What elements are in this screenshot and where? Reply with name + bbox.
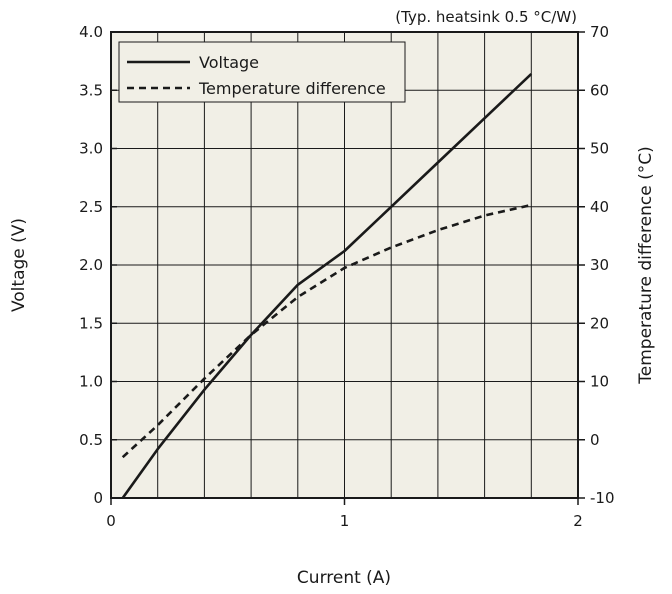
series-temperature-difference-line [121, 203, 532, 459]
x-tick-label: 2 [573, 512, 583, 530]
series-voltage-line [121, 72, 533, 499]
y-tick-label: 0.5 [79, 431, 103, 449]
y-tick-label: 4.0 [79, 23, 103, 41]
y-tick-label: 2.5 [79, 198, 103, 216]
y2-tick-label: 70 [590, 23, 609, 41]
y-tick-label: 3.5 [79, 81, 103, 99]
y-tick-label: 1.0 [79, 373, 103, 391]
y-tick-label: 2.0 [79, 256, 103, 274]
plot-frame [110, 31, 579, 499]
y-tick-label: 3.0 [79, 140, 103, 158]
y2-tick-label: 30 [590, 256, 609, 274]
y2-tick-label: 10 [590, 373, 609, 391]
y2-tick-label: 40 [590, 198, 609, 216]
y2-tick-label: 60 [590, 81, 609, 99]
y2-tick-label: 50 [590, 140, 609, 158]
grid [111, 32, 578, 498]
legend-temp-label: Temperature difference [198, 79, 386, 98]
chart-note: (Typ. heatsink 0.5 °C/W) [395, 8, 577, 26]
x-tick-label: 1 [340, 512, 350, 530]
y-axis-label: Voltage (V) [9, 218, 29, 312]
legend: Voltage Temperature difference [118, 41, 406, 103]
y-tick-label: 1.5 [79, 314, 103, 332]
legend-box [118, 41, 406, 103]
y-tick-label: 0 [93, 489, 103, 507]
y2-tick-label: -10 [590, 489, 615, 507]
y2-tick-label: 0 [590, 431, 600, 449]
y2-axis-label: Temperature difference (°C) [636, 146, 656, 384]
x-axis-label: Current (A) [297, 568, 391, 588]
y2-tick-label: 20 [590, 314, 609, 332]
x-tick-label: 0 [106, 512, 116, 530]
legend-voltage-label: Voltage [199, 53, 259, 72]
ticks: 00.51.01.52.02.53.03.54.0-10010203040506… [79, 23, 614, 530]
series-group [121, 72, 533, 499]
